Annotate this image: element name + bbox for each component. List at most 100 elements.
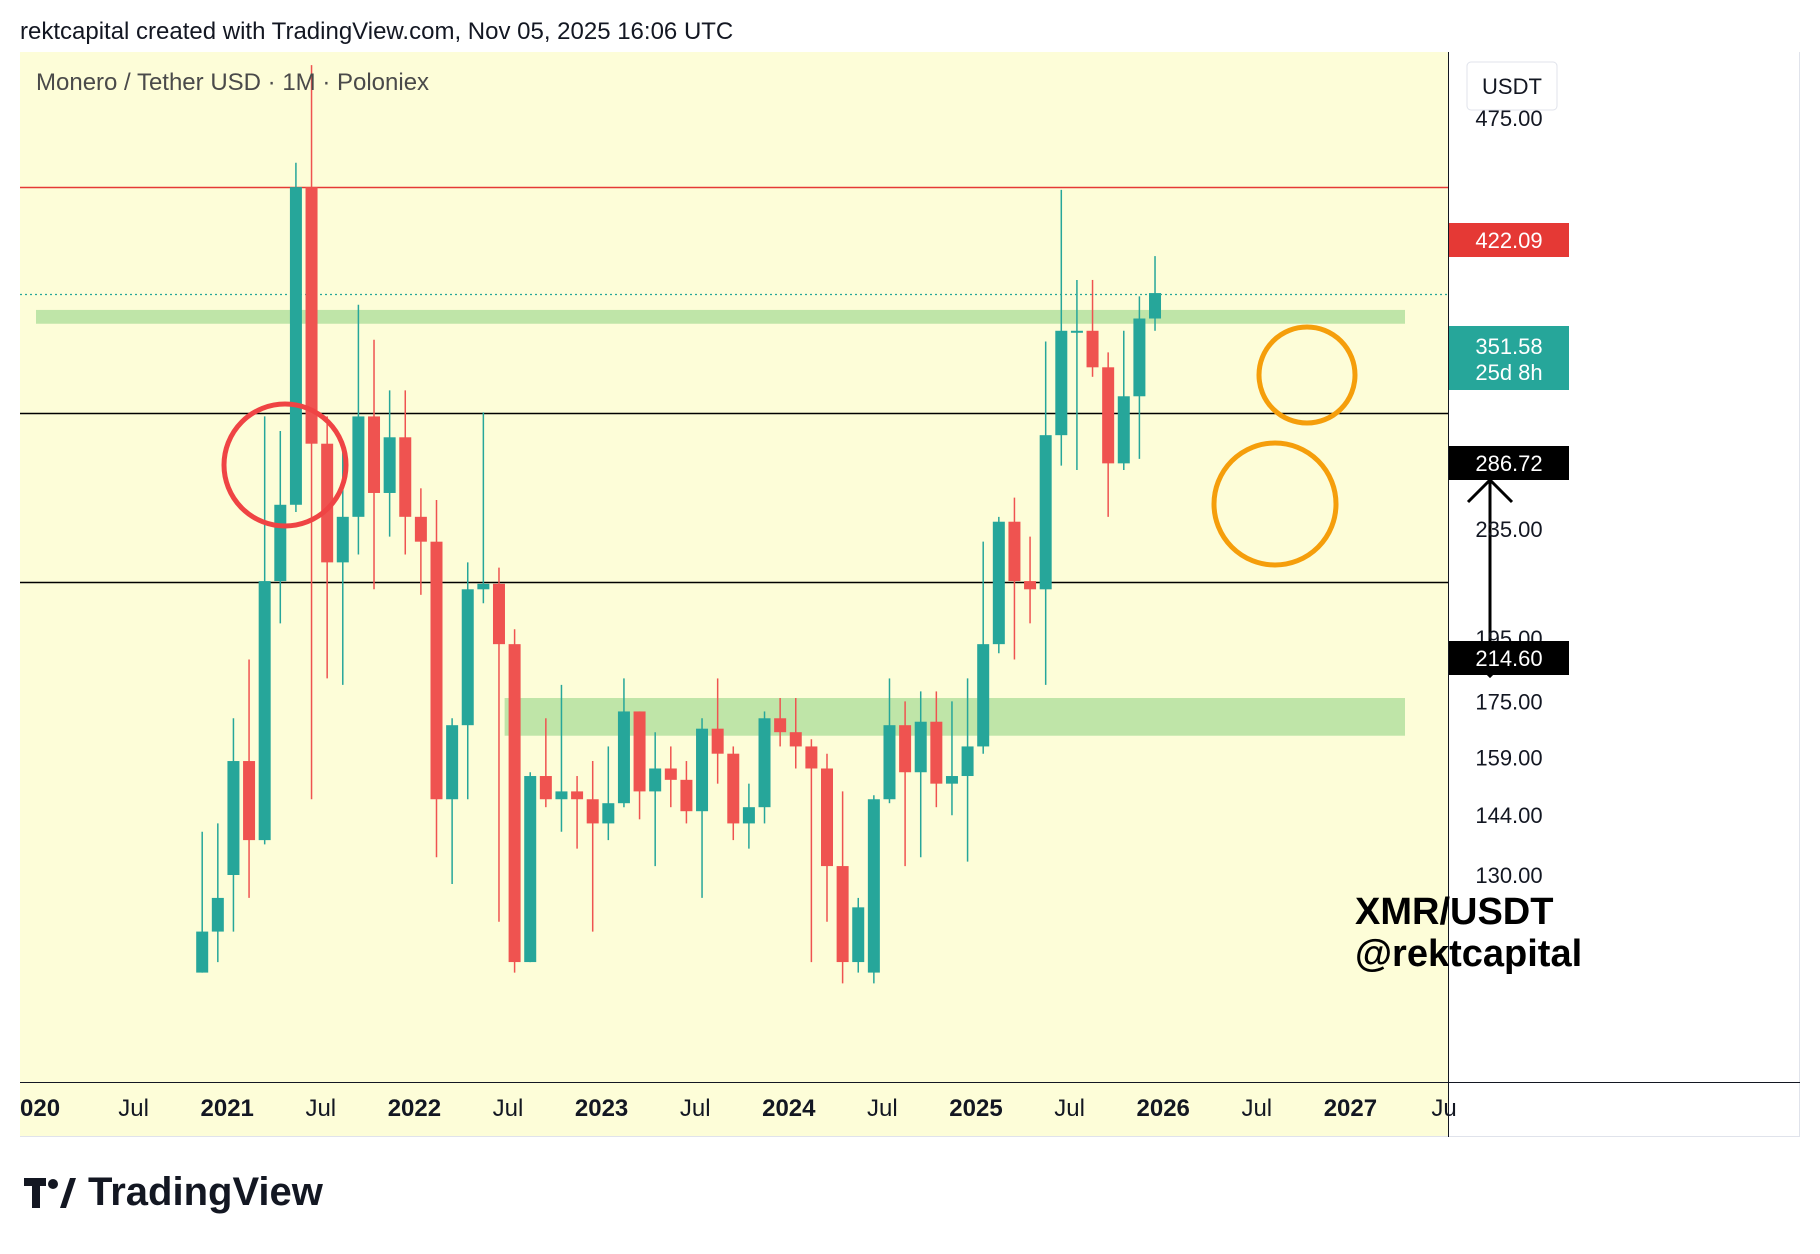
time-tick-label: Jul [493, 1095, 524, 1122]
candle-body [430, 541, 443, 800]
candle-2021-07 [321, 416, 334, 679]
candle-2021-06 [305, 65, 318, 800]
candle-2024-01 [789, 698, 802, 769]
time-tick-label: Ju [1431, 1095, 1456, 1122]
candle-body [1055, 330, 1068, 436]
candle-2023-10 [742, 783, 755, 849]
candle-body [1039, 435, 1052, 590]
candle-2022-02 [430, 500, 443, 858]
zone-1 [504, 698, 1406, 736]
candle-body [711, 728, 724, 754]
candle-body [586, 799, 599, 824]
time-tick-label: 2023 [575, 1095, 628, 1122]
candle-2025-03 [1008, 497, 1021, 660]
candle-body [289, 187, 302, 505]
tradingview-logo-icon [24, 1177, 76, 1208]
price-tick-label: 235.00 [1475, 517, 1542, 542]
candle-body [789, 732, 802, 747]
candle-2024-04 [836, 791, 849, 984]
candle-2021-12 [399, 390, 412, 555]
candle-body [758, 718, 771, 808]
candle-2020-12 [211, 823, 224, 963]
currency-button[interactable] [1466, 61, 1558, 111]
candle-body [742, 807, 755, 824]
candle-2021-02 [243, 659, 256, 898]
watermark-author: @rektcapital [1355, 933, 1582, 975]
candle-2022-12 [586, 761, 599, 932]
chart-attribution-header: rektcapital created with TradingView.com… [20, 18, 734, 45]
candle-body [508, 644, 521, 963]
candle-2024-03 [821, 753, 833, 922]
plot-background [20, 52, 1448, 1082]
price-tick-label: 175.00 [1475, 689, 1542, 714]
candle-body [930, 721, 943, 784]
candle-2023-08 [711, 678, 724, 784]
candle-2025-12 [1149, 256, 1162, 331]
candle-2024-05 [852, 897, 865, 973]
candle-body [461, 589, 474, 726]
candle-body [1117, 396, 1130, 464]
orange-highlight-circle-lower [1211, 440, 1339, 568]
candle-2021-03 [258, 416, 271, 845]
candle-2023-04 [649, 732, 662, 867]
candle-2025-01 [977, 541, 990, 754]
candle-2022-11 [571, 776, 584, 849]
tradingview-logo-text: TradingView [88, 1170, 323, 1214]
candle-body [258, 581, 271, 841]
candle-body [1024, 581, 1037, 590]
candle-body [867, 799, 880, 973]
candle-body [617, 711, 630, 804]
candle-2022-04 [461, 562, 474, 800]
candle-body [774, 718, 787, 733]
candle-body [1133, 318, 1146, 397]
time-tick-label: Jul [118, 1095, 149, 1122]
candle-2021-11 [383, 390, 396, 537]
candle-body [992, 521, 1005, 645]
time-tick-label: Jul [305, 1095, 336, 1122]
candle-body [945, 776, 958, 784]
candle-body [524, 776, 537, 963]
candle-2025-08 [1086, 279, 1099, 377]
candle-2022-03 [446, 718, 459, 885]
candle-2020-11 [196, 831, 209, 973]
candle-2025-09 [1102, 352, 1115, 517]
candle-body [477, 583, 490, 590]
badge-current-price: 351.58 25d 8h [1449, 326, 1569, 390]
time-tick-label: 2027 [1324, 1095, 1377, 1122]
red-highlight-circle [221, 401, 349, 529]
time-tick-label: 020 [20, 1095, 60, 1122]
candle-body [664, 768, 677, 780]
tradingview-logo[interactable]: TradingView [24, 1170, 323, 1215]
candle-2022-08 [524, 772, 537, 963]
candle-body [383, 437, 396, 493]
candle-body [821, 768, 833, 867]
candle-body [852, 907, 865, 963]
candle-2021-05 [289, 162, 302, 512]
candle-2023-07 [696, 718, 709, 898]
candles [196, 65, 1162, 984]
candle-body [899, 725, 912, 773]
candle-body [243, 761, 256, 841]
candle-2025-04 [1024, 536, 1037, 624]
candle-2025-10 [1117, 330, 1130, 471]
price-tick-label: 159.00 [1475, 745, 1542, 770]
time-tick-label: 2025 [949, 1095, 1002, 1122]
candle-2024-02 [805, 739, 818, 963]
candlestick-chart[interactable]: Monero / Tether USD · 1M · Poloniex XMR/… [20, 52, 1800, 1137]
candle-2023-12 [774, 698, 787, 747]
candle-2024-07 [883, 678, 896, 804]
candle-body [1008, 521, 1021, 582]
candle-2023-06 [680, 761, 693, 824]
time-tick-label: 2026 [1137, 1095, 1190, 1122]
candle-2023-02 [617, 678, 630, 808]
candle-2024-08 [899, 701, 912, 867]
candle-body [571, 791, 584, 800]
candle-body [602, 803, 615, 824]
candle-2025-06 [1055, 189, 1068, 466]
candle-2024-06 [867, 795, 880, 984]
currency-button-label: USDT [1482, 74, 1542, 99]
candle-body [399, 437, 412, 517]
badge-current-price-value: 351.58 [1475, 334, 1542, 359]
candle-body [977, 644, 990, 747]
time-tick-label: Jul [1054, 1095, 1085, 1122]
